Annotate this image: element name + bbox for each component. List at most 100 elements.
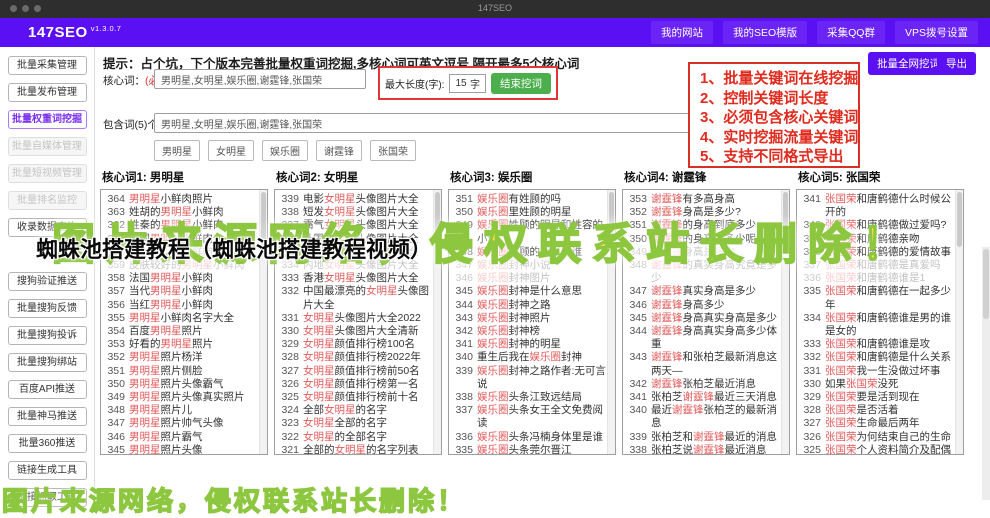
row-text[interactable]: 谢霆锋身高真实身高是多少 [651, 311, 777, 324]
list-scrollbar-thumb[interactable] [783, 192, 788, 247]
row-text[interactable]: 全部的女明星的名字列表 [303, 443, 419, 455]
sidebar-item-16[interactable]: 链接生成工具 [7, 461, 87, 480]
sidebar-item-15[interactable]: 批量360推送 [7, 434, 87, 453]
row-text[interactable]: 最近谢霆锋张柏芝的最新消息 [651, 404, 777, 430]
keyword-tag-3[interactable]: 娱乐圈 [262, 140, 308, 161]
sidebar-item-10[interactable]: 批量搜狗反馈 [7, 299, 87, 318]
row-text[interactable]: 谢霆锋身高是多少? [651, 206, 741, 219]
header-menu-item-3[interactable]: 采集QQ群 [817, 21, 885, 44]
row-text[interactable]: 日本男明星小鲜肉 [129, 245, 213, 258]
row-text[interactable]: 张国荣个人资料简介及配偶新闻 [825, 443, 951, 455]
row-text[interactable]: 女明星颜值排行榜前50名 [303, 364, 420, 377]
row-text[interactable]: 中国最漂亮的女明星头像图片大全 [303, 285, 429, 311]
row-text[interactable]: 张国荣和唐鹤德是真爱吗 [825, 259, 941, 272]
header-menu-item-1[interactable]: 我的网站 [650, 21, 713, 44]
row-text[interactable]: 女明星全部的名字 [303, 417, 387, 430]
list-scrollbar-thumb[interactable] [957, 192, 962, 247]
row-text[interactable]: 男明星照片头像霸气 [129, 377, 224, 390]
window-close-icon[interactable] [10, 5, 17, 12]
row-text[interactable]: 当代男明星小鲜肉 [129, 285, 213, 298]
row-text[interactable]: 张国荣和唐鹤德亲吻 [825, 232, 920, 245]
list-scrollbar-5[interactable] [955, 190, 963, 454]
row-text[interactable]: 娱乐圈有姓顾的吗 [477, 193, 561, 205]
row-text[interactable]: 香港女明星头像图片大全 [303, 272, 419, 285]
keyword-tag-1[interactable]: 男明星 [154, 140, 200, 161]
row-text[interactable]: 男明星照片侧脸 [129, 364, 203, 377]
row-text[interactable]: 女明星颜值排行榜100名 [303, 338, 416, 351]
page-scrollbar[interactable] [982, 247, 990, 500]
list-scrollbar-thumb[interactable] [435, 192, 440, 247]
row-text[interactable]: 张国荣和唐鹤德谁是攻 [825, 338, 930, 351]
row-text[interactable]: 娱乐圈封神之路 [477, 298, 551, 311]
row-text[interactable]: 娱乐圈封神照片 [477, 311, 551, 324]
list-scrollbar-2[interactable] [433, 190, 441, 454]
row-text[interactable]: 张国荣和唐鹤德谁是1 [825, 272, 926, 285]
row-text[interactable]: 娱乐圈头条江致远结局 [477, 391, 582, 404]
row-text[interactable]: 谢霆锋的身高到底多少 [651, 219, 756, 232]
row-text[interactable]: 内地女明星头像图片大全 [303, 259, 419, 272]
header-menu-item-2[interactable]: 我的SEO模版 [722, 21, 808, 44]
row-text[interactable]: 娱乐圈封神之路作者:无可言说 [477, 364, 606, 390]
row-text[interactable]: 娱乐圈头条女王全文免费阅读 [477, 404, 603, 430]
sidebar-item-2[interactable]: 批量发布管理 [7, 83, 87, 102]
row-text[interactable]: 张柏芝谢霆锋最近三天消息 [651, 391, 777, 404]
row-text[interactable]: 张柏芝说谢霆锋最近消息 [651, 443, 767, 455]
list-scrollbar-4[interactable] [781, 190, 789, 454]
row-text[interactable]: 张国荣生命最后两年 [825, 417, 920, 430]
include-words-input[interactable] [154, 113, 842, 133]
row-text[interactable]: 韩国男明星小鲜肉 [129, 232, 213, 245]
row-text[interactable]: 男明星照片霸气 [129, 430, 203, 443]
row-text[interactable]: 如果张国荣没死 [825, 377, 899, 390]
row-text[interactable]: 张国荣和唐鹤德的爱情故事 [825, 245, 951, 258]
window-maximize-icon[interactable] [34, 5, 41, 12]
header-menu-item-4[interactable]: VPS拨号设置 [894, 21, 978, 44]
keyword-tag-2[interactable]: 女明星 [208, 140, 254, 161]
row-text[interactable]: 女明星颜值排行榜前十名 [303, 391, 419, 404]
row-text[interactable]: 男明星小鲜肉名字大全 [129, 311, 234, 324]
list-scrollbar-thumb[interactable] [261, 192, 266, 247]
stop-dig-button[interactable]: 结束挖词 [491, 72, 551, 94]
row-text[interactable]: 外国女明星头像图片大全 [303, 232, 419, 245]
row-text[interactable]: 张国荣和唐鹤德在一起多少年 [825, 285, 951, 311]
row-text[interactable]: 娱乐圈封神小说 [477, 259, 551, 272]
row-text[interactable]: 张国荣和唐鹤德什么时候公开的 [825, 193, 951, 219]
row-text[interactable]: 女明星颜值排行榜2022年 [303, 351, 421, 364]
sidebar-item-3[interactable]: 批量权重词挖掘 [7, 110, 87, 129]
row-text[interactable]: 姓胡的男明星小鲜肉 [129, 206, 224, 219]
row-text[interactable]: 谢霆锋身高多少 [651, 298, 725, 311]
row-text[interactable]: 谢霆锋的真实身高究竟是多少 [651, 259, 777, 285]
row-text[interactable]: 谢霆锋和张柏芝最新消息这两天— [651, 351, 777, 377]
row-text[interactable]: 法国男明星小鲜肉 [129, 272, 213, 285]
row-text[interactable]: 张国荣我一生没做过坏事 [825, 364, 941, 377]
row-text[interactable]: 百度男明星照片 [129, 325, 203, 338]
row-text[interactable]: 好看的男明星照片 [129, 338, 213, 351]
row-text[interactable]: 姓秦的男明星小鲜肉 [129, 219, 224, 232]
row-text[interactable]: 张国荣和唐鹤德谁是男的谁是女的 [825, 311, 951, 338]
keyword-tag-5[interactable]: 张国荣 [370, 140, 416, 161]
row-text[interactable]: 韩国女明星头像图片大全 [303, 245, 419, 258]
sidebar-item-17[interactable]: 链接抓取工具 [7, 488, 87, 507]
row-text[interactable]: 皮肤较好的男明星小鲜肉 [129, 259, 245, 272]
row-text[interactable]: 娱乐圈头条莞尔晋江 [477, 443, 572, 455]
row-text[interactable]: 电影女明星头像图片大全 [303, 193, 419, 205]
row-text[interactable]: 张国荣和唐鹤德做过爱吗? [825, 219, 947, 232]
row-text[interactable]: 女明星头像图片大全2022 [303, 311, 421, 324]
list-scrollbar-3[interactable] [607, 190, 615, 454]
max-length-input[interactable]: 15 字 [449, 73, 486, 93]
row-text[interactable]: 张国荣和唐鹤德是什么关系 [825, 351, 951, 364]
row-text[interactable]: 谢霆锋身高是多少 [651, 245, 735, 258]
batch-dig-button[interactable]: 批量全网挖词 [868, 52, 949, 75]
row-text[interactable]: 全部女明星的名字 [303, 404, 387, 417]
row-text[interactable]: 谢霆锋真实身高是多少 [651, 285, 756, 298]
row-text[interactable]: 短发女明星头像图片大全 [303, 206, 419, 219]
row-text[interactable]: 谢霆锋有多高身高 [651, 193, 735, 205]
row-text[interactable]: 女明星头像图片大全清新 [303, 325, 419, 338]
row-text[interactable]: 张国荣为何结束自己的生命 [825, 430, 951, 443]
row-text[interactable]: 娱乐圈封神榜 [477, 325, 540, 338]
row-text[interactable]: 娱乐圈封神是什么意思 [477, 285, 582, 298]
core-keyword-input[interactable] [154, 69, 366, 89]
row-text[interactable]: 女明星的全部名字 [303, 430, 387, 443]
row-text[interactable]: 张国荣要是活到现在 [825, 391, 920, 404]
window-minimize-icon[interactable] [22, 5, 29, 12]
row-text[interactable]: 男明星照片头像真实照片 [129, 391, 245, 404]
